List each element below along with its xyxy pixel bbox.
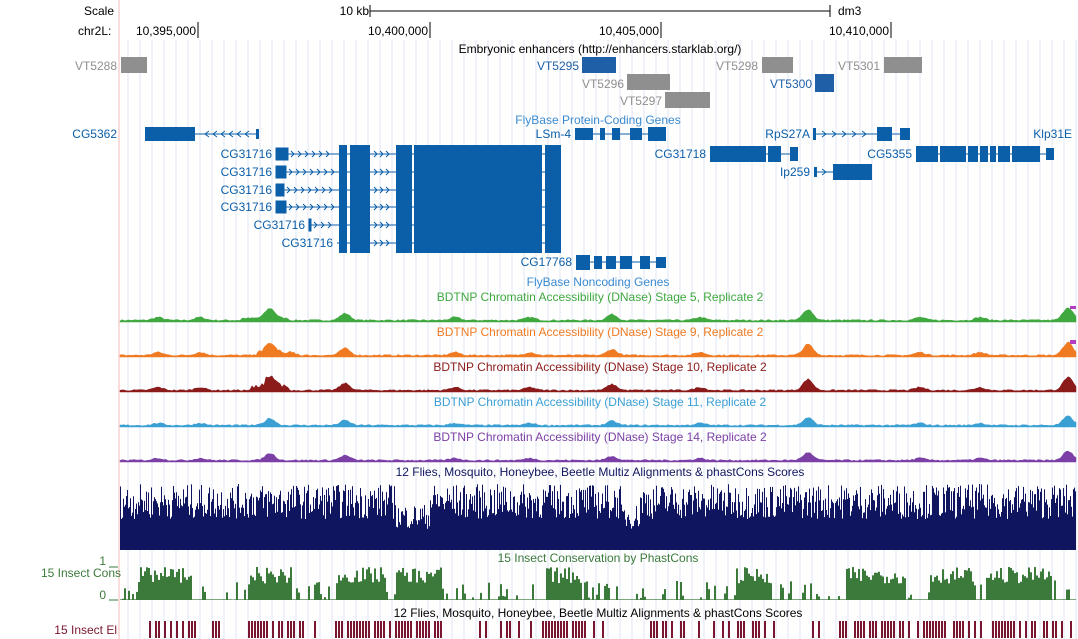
enhancer-block[interactable]: [121, 57, 147, 73]
multiz-track[interactable]: 12 Flies, Mosquito, Honeybee, Beetle Mul…: [120, 465, 1076, 550]
scale-bar-label: 10 kb: [340, 4, 370, 18]
gene-label[interactable]: CG31718: [655, 147, 707, 161]
gene-model[interactable]: [916, 146, 1054, 162]
enhancer-label[interactable]: VT5300: [770, 77, 812, 91]
dnase-title: BDTNP Chromatin Accessibility (DNase) St…: [434, 395, 767, 409]
noncoding-title: FlyBase Noncoding Genes: [527, 275, 670, 289]
elements-title: 12 Flies, Mosquito, Honeybee, Beetle Mul…: [394, 606, 803, 620]
enhancer-label[interactable]: VT5295: [537, 59, 579, 73]
enhancer-block[interactable]: [627, 74, 670, 90]
gene-label[interactable]: CG31716: [221, 165, 273, 179]
gene-label[interactable]: Ip259: [780, 165, 810, 179]
gene-label[interactable]: LSm-4: [536, 127, 572, 141]
gene-label[interactable]: CG17768: [521, 255, 573, 269]
enhancer-block[interactable]: [582, 57, 616, 73]
gene-label[interactable]: CG31716: [221, 147, 273, 161]
gene-label[interactable]: CG5355: [867, 147, 912, 161]
gene-label[interactable]: CG31716: [282, 236, 334, 250]
gene-label[interactable]: CG31716: [254, 218, 306, 232]
gene-model[interactable]: [576, 255, 666, 270]
enhancers-title: Embryonic enhancers (http://enhancers.st…: [459, 42, 742, 56]
multiz-title: 12 Flies, Mosquito, Honeybee, Beetle Mul…: [396, 465, 805, 479]
enhancer-block[interactable]: [665, 92, 710, 108]
phastcons-title: 15 Insect Conservation by PhastCons: [498, 551, 699, 565]
ruler[interactable]: Scale chr2L: 10 kb dm3 10,395,000 10,400…: [78, 4, 892, 38]
assembly-label: dm3: [838, 4, 862, 18]
ruler-pos-2: 10,400,000: [368, 24, 428, 38]
genes-track[interactable]: FlyBase Protein-Coding Genes CG5362 LSm-…: [72, 113, 1072, 253]
enhancer-label[interactable]: VT5298: [716, 59, 758, 73]
enhancer-label[interactable]: VT5296: [582, 77, 624, 91]
dnase-title: BDTNP Chromatin Accessibility (DNase) St…: [433, 360, 767, 374]
enhancer-label[interactable]: VT5301: [838, 59, 880, 73]
enhancer-block[interactable]: [884, 57, 922, 73]
gene-model[interactable]: [575, 127, 666, 141]
phastcons-ymin: 0: [99, 588, 106, 602]
noncoding-track[interactable]: CG17768 FlyBase Noncoding Genes: [521, 255, 670, 289]
scale-label: Scale: [84, 4, 114, 18]
dnase-title: BDTNP Chromatin Accessibility (DNase) St…: [437, 325, 764, 339]
gene-model[interactable]: [814, 164, 872, 180]
dnase-title: BDTNP Chromatin Accessibility (DNase) St…: [437, 290, 764, 304]
dnase-title: BDTNP Chromatin Accessibility (DNase) St…: [433, 430, 767, 444]
enhancers-track[interactable]: Embryonic enhancers (http://enhancers.st…: [75, 42, 922, 108]
enhancer-block[interactable]: [762, 57, 793, 73]
elements-track[interactable]: 12 Flies, Mosquito, Honeybee, Beetle Mul…: [54, 606, 1072, 638]
enhancer-label[interactable]: VT5297: [620, 94, 662, 108]
ruler-pos-4: 10,410,000: [829, 24, 889, 38]
phastcons-bars: [120, 567, 1076, 600]
ruler-pos-1: 10,395,000: [136, 24, 196, 38]
ruler-pos-3: 10,405,000: [599, 24, 659, 38]
phastcons-ymax: 1: [99, 554, 106, 568]
genes-title: FlyBase Protein-Coding Genes: [515, 113, 680, 127]
gene-model[interactable]: [813, 127, 910, 141]
elements-bars: [149, 621, 1072, 638]
enhancer-label[interactable]: VT5288: [75, 59, 117, 73]
gene-model[interactable]: [710, 146, 798, 162]
gene-label[interactable]: CG31716: [221, 200, 273, 214]
phastcons-side-label[interactable]: 15 Insect Cons: [41, 566, 121, 580]
chrom-label: chr2L:: [78, 24, 111, 38]
elements-side-label[interactable]: 15 Insect El: [54, 623, 117, 637]
multiz-bars: [120, 484, 1076, 550]
gene-label[interactable]: RpS27A: [765, 127, 810, 141]
gene-label[interactable]: CG5362: [72, 127, 117, 141]
dnase-tracks[interactable]: BDTNP Chromatin Accessibility (DNase) St…: [119, 290, 1077, 463]
enhancer-block[interactable]: [815, 74, 834, 92]
gene-model[interactable]: [145, 127, 259, 141]
gene-label[interactable]: CG31716: [221, 183, 273, 197]
phastcons-track[interactable]: 15 Insect Conservation by PhastCons 15 I…: [41, 551, 1076, 602]
gene-label[interactable]: Klp31E: [1033, 127, 1072, 141]
